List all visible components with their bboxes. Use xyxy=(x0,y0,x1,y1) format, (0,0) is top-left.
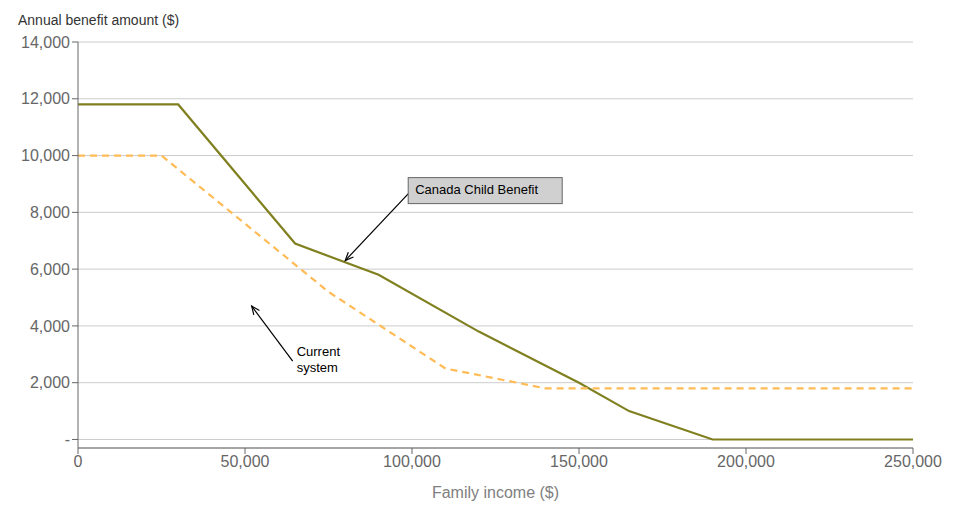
svg-text:0: 0 xyxy=(74,453,83,470)
svg-text:4,000: 4,000 xyxy=(30,318,70,335)
svg-text:150,000: 150,000 xyxy=(550,453,608,470)
svg-text:10,000: 10,000 xyxy=(21,147,70,164)
svg-text:14,000: 14,000 xyxy=(21,34,70,51)
svg-text:8,000: 8,000 xyxy=(30,204,70,221)
svg-text:50,000: 50,000 xyxy=(221,453,270,470)
svg-text:Currentsystem: Currentsystem xyxy=(297,344,341,375)
svg-text:2,000: 2,000 xyxy=(30,374,70,391)
html-text:Annual benefit amount ($): Annual benefit amount ($) xyxy=(18,12,180,28)
svg-text:12,000: 12,000 xyxy=(21,90,70,107)
svg-text:200,000: 200,000 xyxy=(717,453,775,470)
svg-text:-: - xyxy=(65,431,70,448)
svg-text:6,000: 6,000 xyxy=(30,261,70,278)
svg-text:250,000: 250,000 xyxy=(884,453,942,470)
svg-text:Canada Child Benefit: Canada Child Benefit xyxy=(415,182,538,197)
svg-text:100,000: 100,000 xyxy=(383,453,441,470)
svg-text:Family income ($): Family income ($) xyxy=(432,484,559,501)
